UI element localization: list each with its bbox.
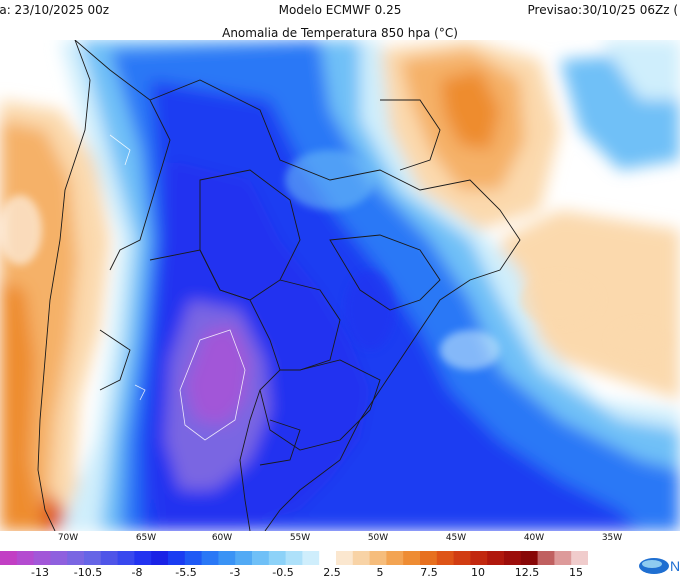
colorbar-tick-label: -13	[31, 566, 49, 579]
svg-text:N: N	[670, 558, 680, 574]
colorbar-swatch	[50, 551, 68, 565]
colorbar-swatch	[100, 551, 119, 565]
colorbar-swatch	[319, 551, 337, 565]
colorbar-tick-label: 2.5	[323, 566, 341, 579]
colorbar-swatch	[369, 551, 387, 565]
colorbar-swatch	[420, 551, 438, 565]
colorbar-tick-label: -3	[229, 566, 241, 579]
colorbar-swatch	[302, 551, 320, 565]
colorbar-swatch	[268, 551, 287, 565]
institution-logo: N	[639, 558, 680, 574]
colorbar-swatch	[218, 551, 236, 565]
colorbar-swatch	[537, 551, 555, 565]
longitude-label: 50W	[367, 533, 389, 543]
colorbar-swatch	[386, 551, 404, 565]
colorbar-swatch	[453, 551, 471, 565]
longitude-label: 45W	[445, 533, 467, 543]
colorbar-swatch	[436, 551, 455, 565]
colorbar-swatch	[470, 551, 488, 565]
anomaly-map	[0, 40, 680, 531]
longitude-label: 40W	[523, 533, 545, 543]
colorbar-swatch	[520, 551, 539, 565]
longitude-label: 70W	[57, 533, 79, 543]
colorbar-swatch	[67, 551, 85, 565]
country-borders	[37, 40, 521, 531]
colorbar-swatch	[0, 551, 18, 565]
model-name-label: Modelo ECMWF 0.25	[278, 3, 402, 17]
anomaly-texture	[0, 150, 670, 370]
colorbar-swatch	[184, 551, 203, 565]
colorbar-swatch	[487, 551, 505, 565]
colorbar-tick-label: -5.5	[175, 566, 197, 579]
contour-lines	[109, 134, 246, 441]
colorbar	[0, 551, 588, 565]
colorbar-tick-label: 7.5	[420, 566, 438, 579]
colorbar-tick-label: -10.5	[73, 566, 103, 579]
colorbar-swatch	[151, 551, 169, 565]
colorbar-tick-label: -8	[131, 566, 143, 579]
colorbar-tick-label: 5	[376, 566, 384, 579]
colorbar-swatch	[504, 551, 522, 565]
colorbar-swatch	[84, 551, 102, 565]
colorbar-swatch	[201, 551, 219, 565]
colorbar-swatch	[352, 551, 371, 565]
colorbar-swatch	[117, 551, 135, 565]
map-title: Anomalia de Temperatura 850 hpa (°C)	[222, 26, 458, 40]
colorbar-swatch	[403, 551, 421, 565]
longitude-label: 60W	[211, 533, 233, 543]
colorbar-swatch	[16, 551, 35, 565]
colorbar-swatch	[168, 551, 186, 565]
colorbar-swatch	[33, 551, 51, 565]
colorbar-tick-label: -0.5	[272, 566, 294, 579]
colorbar-swatch	[336, 551, 354, 565]
colorbar-swatch	[235, 551, 253, 565]
colorbar-tick-label: 10	[471, 566, 485, 579]
colorbar-swatch	[285, 551, 303, 565]
colorbar-tick-label: 15	[569, 566, 583, 579]
colorbar-swatch	[554, 551, 572, 565]
longitude-label: 65W	[135, 533, 157, 543]
longitude-label: 35W	[601, 533, 623, 543]
run-date-label: ia: 23/10/2025 00z	[0, 3, 110, 17]
colorbar-swatch	[571, 551, 588, 565]
forecast-time-label: Previsao:30/10/25 06Zz (	[527, 3, 679, 17]
colorbar-swatch	[252, 551, 270, 565]
colorbar-tick-label: 12.5	[514, 566, 540, 579]
colorbar-swatch	[134, 551, 152, 565]
longitude-label: 55W	[289, 533, 311, 543]
